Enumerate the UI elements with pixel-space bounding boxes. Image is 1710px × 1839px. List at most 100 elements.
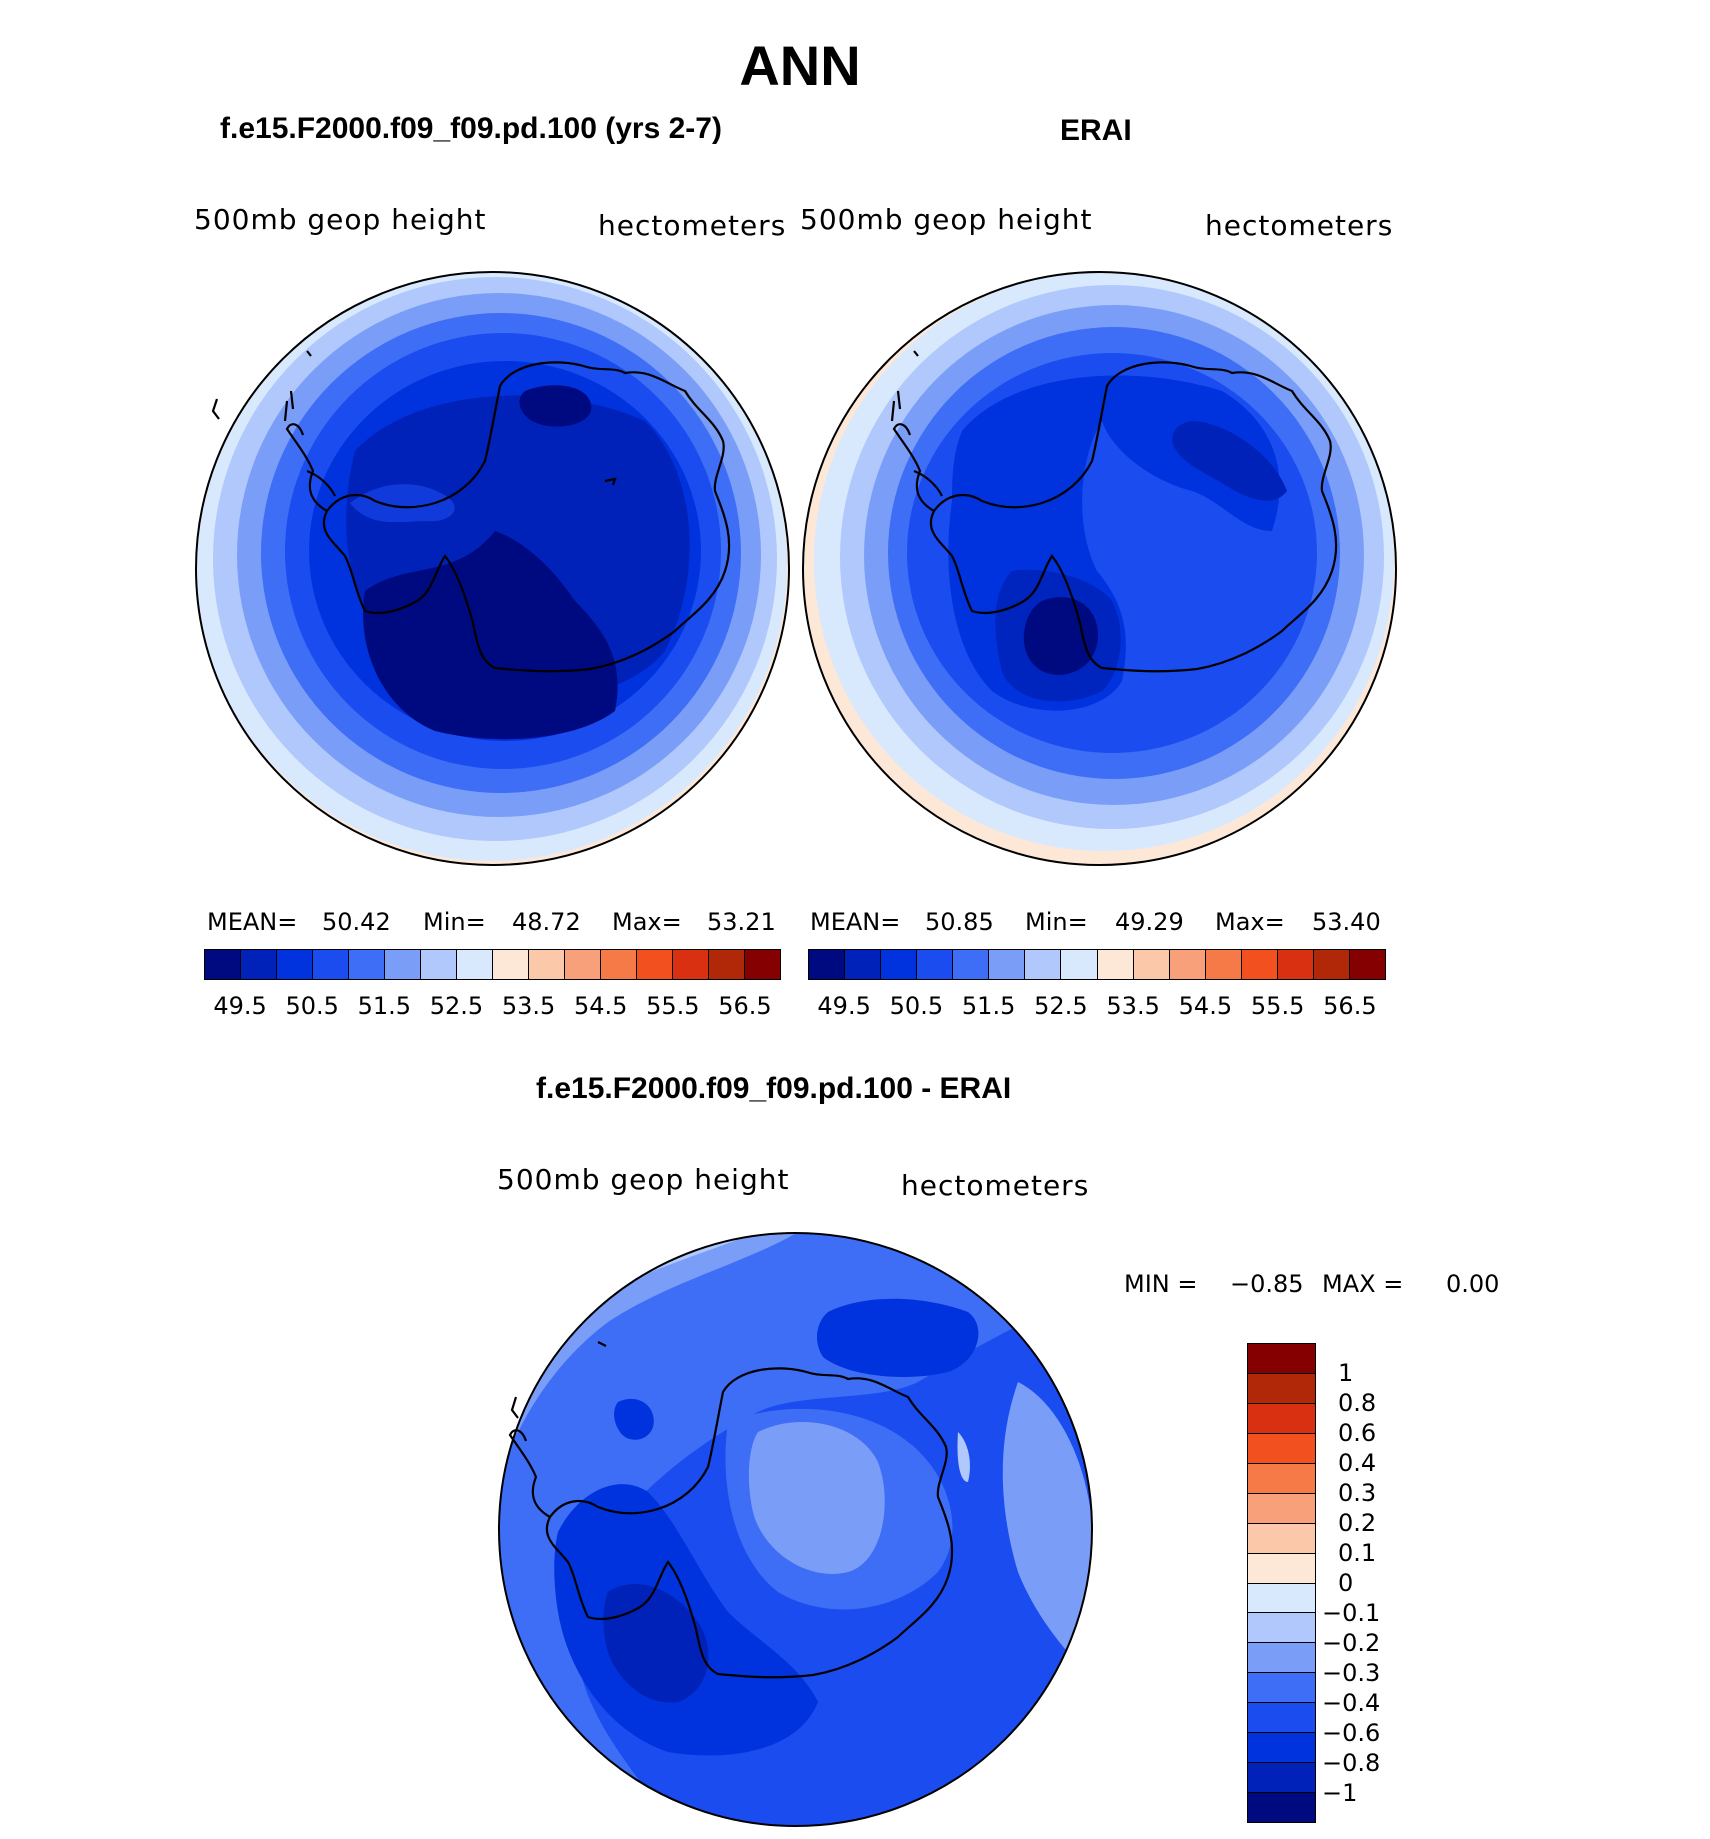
panel-2-mean-label: MEAN= [810,908,901,936]
panel-2-colorbar-tick-label: 56.5 [1323,992,1377,1020]
diff-band--0.6-north [816,1298,979,1377]
diff-colorbar-swatch-9 [1248,1613,1315,1644]
panel-1-colorbar-swatch-14 [709,950,745,979]
diff-colorbar-swatch-3 [1248,1433,1315,1464]
panel-2-colorbar-swatch-3 [917,950,954,979]
diff-colorbar-swatch-10 [1248,1643,1315,1674]
panel-1-colorbar-swatch-5 [385,950,421,979]
diff-colorbar-tick-label: −0.4 [1322,1689,1381,1717]
panel-2-units-label: hectometers [1205,209,1394,242]
diff-band--0.3 [499,1233,1092,1826]
panel-2-colorbar-swatch-14 [1313,950,1350,979]
panel-2-max-label: Max= [1215,908,1285,936]
panel-2-min-value: 49.29 [1115,908,1184,936]
panel-2-band-50-east [1172,421,1287,501]
diff-colorbar-tick-label: −0.8 [1322,1749,1381,1777]
panel-1-colorbar-tick-label: 54.5 [573,992,628,1020]
diff-band--0.1-coast [957,1432,970,1482]
panel-2-colorbar-swatch-0 [809,950,846,979]
panel-1-max-value: 53.21 [707,908,776,936]
diff-colorbar-tick-label: −0.6 [1322,1719,1381,1747]
diff-panel-map-border [498,1232,1093,1827]
panel-1-colorbar-swatch-8 [493,950,529,979]
panel-1-map [195,271,790,866]
panel-1-colorbar-tick-label: 53.5 [501,992,556,1020]
panel-1-colorbar-swatch-10 [565,950,601,979]
panel-2-colorbar-tick-label: 54.5 [1178,992,1233,1020]
panel-2-colorbar-tick-label: 55.5 [1250,992,1305,1020]
diff-colorbar-swatch-4 [1248,1463,1315,1494]
panel-2-colorbar-swatch-10 [1169,950,1206,979]
diff-colorbar-tick-label: −0.2 [1322,1629,1381,1657]
diff-colorbar-swatch-11 [1248,1673,1315,1704]
panel-1-colorbar-swatch-15 [745,950,780,979]
panel-2-colorbar-swatch-13 [1277,950,1314,979]
panel-1-units-label: hectometers [598,209,787,242]
panel-1-colorbar-swatch-12 [637,950,673,979]
diff-colorbar-tick-label: 0 [1338,1569,1354,1597]
diff-panel-variable-label: 500mb geop height [497,1163,790,1196]
panel-1-colorbar-tick-label: 50.5 [285,992,339,1020]
panel-2-max-value: 53.40 [1312,908,1381,936]
panel-2-colorbar-swatch-11 [1205,950,1242,979]
diff-band--0.2-east [1002,1382,1092,1682]
diff-colorbar-swatch-12 [1248,1703,1315,1734]
panel-2-colorbar-swatch-12 [1241,950,1278,979]
panel-1-variable-label: 500mb geop height [194,203,487,236]
diff-colorbar-tick-label: 0.1 [1338,1539,1377,1567]
diff-min-value: −0.85 [1230,1270,1304,1298]
diff-band--0.2-center [748,1422,885,1574]
diff-max-value: 0.00 [1446,1270,1500,1298]
diff-colorbar-swatch-15 [1248,1793,1315,1822]
diff-colorbar-swatch-2 [1248,1403,1315,1434]
panel-2-colorbar-swatch-15 [1349,950,1385,979]
diff-panel-map [498,1232,1093,1827]
panel-1-colorbar-tick-label: 51.5 [357,992,412,1020]
panel-1-colorbar-swatch-4 [349,950,385,979]
diff-colorbar-swatch-13 [1248,1733,1315,1764]
panel-1-mean-label: MEAN= [207,908,298,936]
panel-2-colorbar-tick-label: 51.5 [961,992,1016,1020]
panel-2-colorbar-swatch-4 [953,950,990,979]
panel-2-colorbar [808,949,1386,980]
diff-band--0.8 [603,1583,709,1703]
panel-1-mean-value: 50.42 [322,908,391,936]
panel-2-colorbar-swatch-6 [1025,950,1062,979]
panel-2-min-label: Min= [1025,908,1088,936]
panel-1-colorbar-tick-label: 56.5 [718,992,772,1020]
panel-1-colorbar-swatch-7 [457,950,493,979]
diff-colorbar-tick-label: −0.3 [1322,1659,1381,1687]
panel-2-variable-label: 500mb geop height [800,203,1093,236]
panel-2-colorbar-swatch-2 [881,950,918,979]
diff-max-label: MAX = [1322,1270,1404,1298]
panel-1-max-label: Max= [612,908,682,936]
panel-1-colorbar-tick-label: 49.5 [213,992,267,1020]
diff-colorbar-tick-label: −1 [1322,1779,1358,1807]
diff-colorbar-tick-label: 0.4 [1338,1449,1377,1477]
panel-1-colorbar-swatch-9 [529,950,565,979]
panel-1-colorbar-tick-label: 52.5 [429,992,484,1020]
diff-colorbar-swatch-1 [1248,1373,1315,1404]
panel-2-colorbar-tick-label: 52.5 [1034,992,1088,1020]
panel-1-colorbar-tick-label: 55.5 [646,992,700,1020]
diff-colorbar-tick-label: 0.2 [1338,1509,1377,1537]
panel-1-title: f.e15.F2000.f09_f09.pd.100 (yrs 2-7) [220,112,722,145]
panel-1-low-spot [519,385,592,427]
panel-2-map [802,271,1397,866]
diff-colorbar-tick-label: 0.6 [1338,1419,1377,1447]
panel-2-colorbar-swatch-1 [845,950,882,979]
diff-colorbar-swatch-6 [1248,1523,1315,1554]
diff-colorbar-tick-label: −0.1 [1322,1599,1381,1627]
panel-1-min-value: 48.72 [512,908,581,936]
panel-1-map-border [195,271,790,866]
diff-panel-units-label: hectometers [901,1169,1090,1202]
panel-1-colorbar-swatch-11 [601,950,637,979]
panel-2-colorbar-tick-label: 53.5 [1106,992,1160,1020]
panel-2-title: ERAI [1060,114,1132,147]
panel-2-colorbar-swatch-9 [1133,950,1170,979]
panel-1-coastline [211,350,731,673]
panel-2-colorbar-tick-label: 50.5 [889,992,944,1020]
panel-2-coastline [890,350,1338,673]
panel-1-colorbar-swatch-3 [313,950,349,979]
diff-colorbar-swatch-14 [1248,1763,1315,1794]
